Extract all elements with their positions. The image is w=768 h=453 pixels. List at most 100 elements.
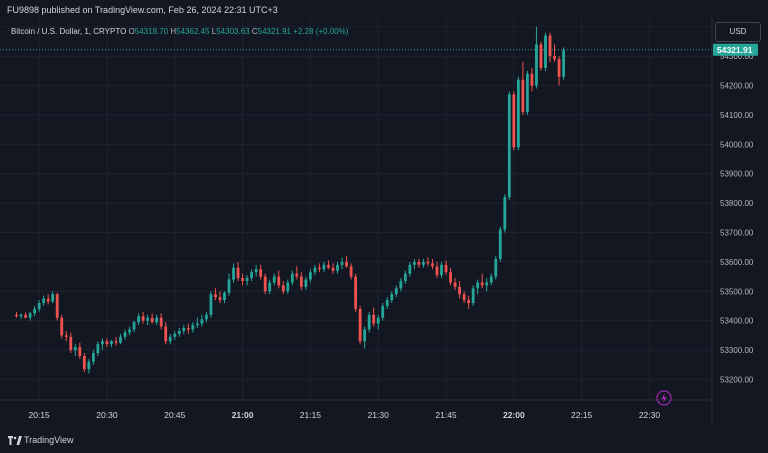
candle-body	[82, 355, 86, 370]
candle	[51, 291, 55, 304]
candle	[327, 260, 330, 270]
candle-body	[394, 288, 398, 295]
candle-body	[422, 261, 425, 265]
candle	[259, 264, 263, 280]
candle	[467, 295, 471, 309]
candle-body	[101, 341, 104, 345]
candle	[209, 291, 213, 318]
candle	[322, 261, 326, 273]
candle-body	[245, 278, 249, 281]
last-price-label: 54321.91	[717, 45, 753, 55]
candle	[146, 314, 150, 326]
time-tick-label: 20:15	[28, 410, 50, 420]
candle	[444, 260, 448, 276]
candle-body	[132, 322, 136, 330]
candle	[345, 256, 348, 268]
candle-body	[186, 328, 190, 330]
candle	[227, 273, 231, 296]
candle-body	[168, 336, 172, 342]
candle	[512, 91, 516, 151]
candle	[530, 67, 534, 92]
candle	[15, 311, 18, 318]
candle-body	[114, 341, 118, 343]
time-tick-label: 21:45	[435, 410, 457, 420]
candle-body	[214, 294, 217, 298]
candle-body	[476, 282, 480, 289]
candle	[516, 76, 520, 151]
candle	[164, 322, 168, 345]
candle-body	[281, 285, 285, 292]
candle-body	[119, 336, 122, 343]
candle-body	[498, 229, 502, 259]
candle	[494, 256, 498, 280]
price-tick-label: 54000.00	[720, 140, 754, 149]
candle	[381, 303, 385, 321]
candle-body	[286, 282, 290, 292]
published-caption: FU9898 published on TradingView.com, Feb…	[7, 5, 278, 15]
time-tick-label: 22:15	[571, 410, 593, 420]
candle	[96, 341, 100, 356]
candle	[390, 291, 394, 304]
candle-body	[507, 94, 511, 198]
candle	[489, 273, 493, 286]
candle-body	[489, 276, 493, 283]
price-tick-label: 53300.00	[720, 346, 754, 355]
candle	[553, 44, 556, 63]
candle-body	[205, 314, 208, 320]
time-tick-label: 20:30	[96, 410, 118, 420]
candle	[87, 358, 91, 374]
candle-body	[336, 264, 339, 271]
candle-body	[19, 314, 23, 317]
candle-body	[277, 276, 281, 286]
legend-close: 54321.91	[257, 27, 291, 36]
candle	[363, 326, 367, 349]
candle	[318, 263, 321, 273]
candle-body	[69, 336, 73, 351]
candle-body	[480, 282, 484, 286]
price-tick-label: 53600.00	[720, 258, 754, 267]
candle-body	[453, 282, 457, 287]
candle-body	[417, 261, 421, 265]
candle-body	[485, 282, 489, 286]
time-axis: 20:15 20:30 20:45 21:00 21:15 21:30 21:45 22:00…	[0, 399, 712, 420]
candle-body	[227, 279, 231, 293]
candle-body	[530, 73, 534, 86]
price-tick-label: 54300.00	[720, 52, 754, 61]
candle-body	[254, 269, 258, 273]
legend-close-label: C	[251, 27, 258, 36]
candle	[114, 336, 118, 346]
candle-body	[512, 94, 516, 148]
candle-body	[313, 267, 317, 273]
price-tick-label: 53900.00	[720, 170, 754, 179]
candle	[268, 279, 272, 295]
candle-body	[87, 361, 91, 370]
candle-body	[155, 317, 159, 323]
chart-frame[interactable]: 54400.0054300.0054200.0054100.0054000.00…	[0, 18, 768, 428]
candle	[480, 273, 484, 289]
candle	[498, 226, 502, 262]
time-tick-label: 21:00	[232, 410, 254, 420]
candle	[539, 41, 543, 71]
candle-body	[390, 294, 394, 301]
candle	[354, 273, 358, 312]
candle	[236, 261, 240, 281]
candle	[46, 294, 50, 305]
candle	[223, 291, 226, 304]
price-tick-label: 53400.00	[720, 317, 754, 326]
ohlc-legend: Bitcoin / U.S. Dollar, 1, CRYPTO O54318.…	[11, 27, 348, 36]
candle	[340, 257, 344, 270]
candle	[123, 329, 127, 340]
candle	[336, 261, 339, 274]
candle-body	[250, 272, 254, 279]
candlestick-chart[interactable]: 54400.0054300.0054200.0054100.0054000.00…	[0, 18, 768, 428]
currency-button[interactable]: USD	[715, 22, 761, 42]
candle	[218, 291, 222, 304]
price-axis: 54400.0054300.0054200.0054100.0054000.00…	[711, 18, 758, 425]
candle	[281, 280, 285, 295]
candle	[69, 332, 73, 353]
lightning-icon[interactable]	[656, 390, 672, 406]
candle	[372, 307, 376, 327]
candle	[119, 333, 122, 345]
candle-body	[295, 273, 299, 277]
candle-body	[123, 332, 127, 337]
